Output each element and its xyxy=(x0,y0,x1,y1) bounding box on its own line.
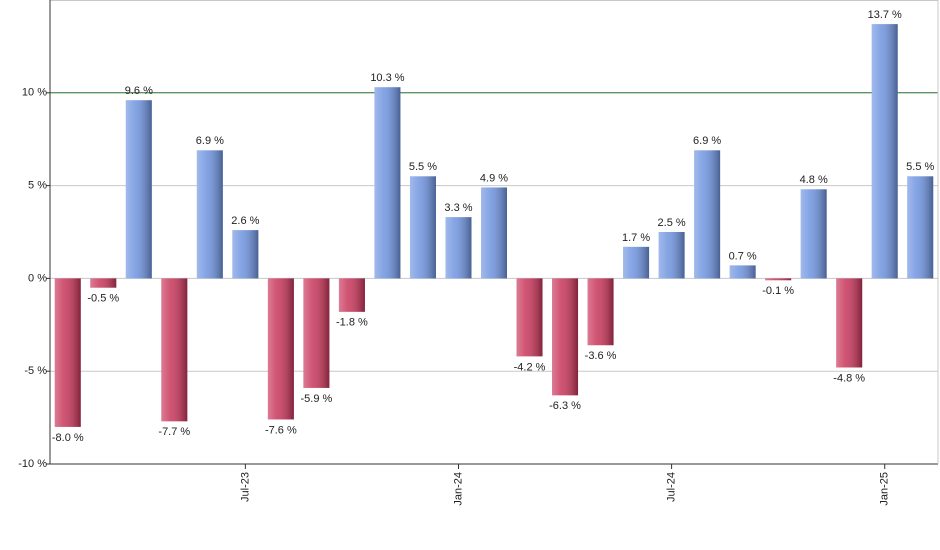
bar-shade xyxy=(765,278,792,281)
bar-shade xyxy=(871,24,898,279)
value-label: -7.7 % xyxy=(158,426,190,438)
value-label: 5.5 % xyxy=(906,161,934,173)
value-label: -5.9 % xyxy=(301,393,333,405)
bar-shade xyxy=(303,278,330,388)
bar-shade xyxy=(409,176,436,279)
value-label: 2.6 % xyxy=(231,215,259,227)
value-label: 3.3 % xyxy=(444,202,472,214)
bar-shade xyxy=(907,176,934,279)
value-label: -0.5 % xyxy=(87,293,119,305)
value-label: -8.0 % xyxy=(52,432,84,444)
bar-shade xyxy=(374,87,401,279)
bar-shade xyxy=(90,278,117,288)
bar-shade xyxy=(623,246,650,279)
x-tick-label: Jul-24 xyxy=(666,472,678,502)
x-tick-label: Jan-25 xyxy=(879,472,891,506)
bar-shade xyxy=(125,100,152,279)
value-label: 4.9 % xyxy=(480,172,508,184)
bar-shade xyxy=(338,278,365,312)
x-tick-label: Jul-23 xyxy=(239,472,251,502)
bar-shade xyxy=(552,278,579,396)
y-tick-label: 10 % xyxy=(22,87,47,99)
bar-shade xyxy=(161,278,188,422)
value-label: 6.9 % xyxy=(196,135,224,147)
value-label: -4.8 % xyxy=(833,372,865,384)
value-label: -0.1 % xyxy=(762,285,794,297)
bar-shade xyxy=(800,189,827,279)
value-label: 9.6 % xyxy=(125,85,153,97)
y-tick-label: -5 % xyxy=(24,365,47,377)
bar-shade xyxy=(445,217,472,279)
value-label: 0.7 % xyxy=(729,250,757,262)
bar-shade xyxy=(232,230,259,279)
value-label: 10.3 % xyxy=(370,72,404,84)
bar-shade xyxy=(836,278,863,368)
bar-shade xyxy=(516,278,543,357)
y-tick-label: 0 % xyxy=(28,272,47,284)
value-label: 1.7 % xyxy=(622,232,650,244)
y-tick-label: 5 % xyxy=(28,180,47,192)
bar-shade xyxy=(587,278,614,346)
bar-shade xyxy=(729,265,756,279)
value-label: -7.6 % xyxy=(265,424,297,436)
value-label: 5.5 % xyxy=(409,161,437,173)
y-tick-label: -10 % xyxy=(18,458,47,470)
value-label: -1.8 % xyxy=(336,317,368,329)
value-label: 6.9 % xyxy=(693,135,721,147)
bar-shade xyxy=(481,187,507,279)
bar-shade xyxy=(54,278,81,427)
bar-shade xyxy=(658,232,685,279)
value-label: -3.6 % xyxy=(585,350,617,362)
bar-shade xyxy=(267,278,294,420)
bar-shade xyxy=(694,150,721,279)
value-label: 2.5 % xyxy=(658,217,686,229)
value-label: 4.8 % xyxy=(800,174,828,186)
value-label: 13.7 % xyxy=(868,9,902,21)
value-label: -6.3 % xyxy=(549,400,581,412)
bar-shade xyxy=(196,150,223,279)
value-label: -4.2 % xyxy=(514,361,546,373)
x-tick-label: Jan-24 xyxy=(452,472,464,506)
